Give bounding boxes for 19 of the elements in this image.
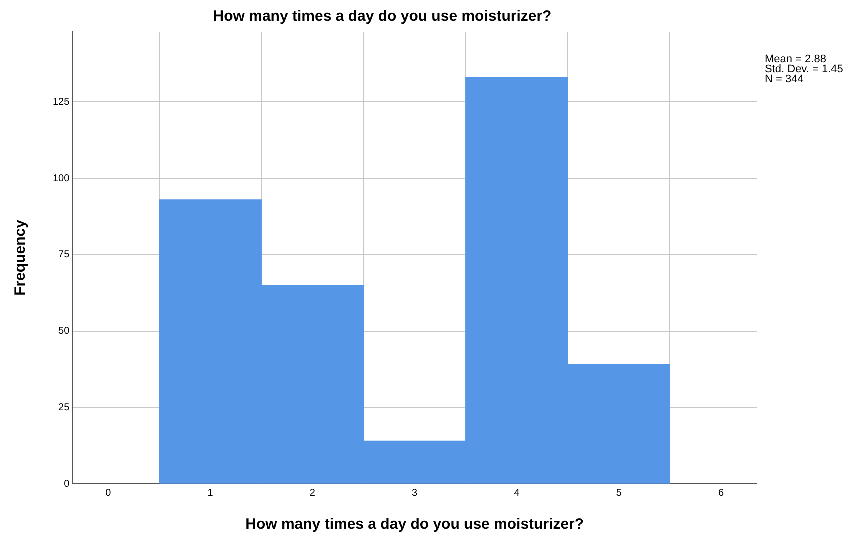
y-tick-label: 50 (58, 326, 70, 338)
x-tick-label: 2 (310, 488, 316, 499)
x-tick-label: 1 (208, 488, 214, 499)
text: Mean = 2.88 (765, 54, 826, 66)
chart-title: How many times a day do you use moisturizer? (213, 8, 552, 26)
x-axis-title: How many times a day do you use moisturizer? (246, 516, 584, 534)
y-tick-label: 25 (58, 402, 70, 414)
x-tick-label: 5 (616, 488, 622, 499)
y-tick-label: 75 (58, 250, 70, 261)
x-tick-label: 6 (718, 488, 724, 499)
y-axis-title: Frequency (12, 219, 30, 296)
x-tick-label: 4 (514, 488, 520, 499)
y-tick-label: 100 (52, 173, 70, 184)
text: N = 344 (765, 74, 804, 86)
x-tick-label: 0 (106, 488, 112, 499)
text: Std. Dev. = 1.45 (765, 64, 844, 76)
y-tick-label: 125 (52, 96, 70, 108)
y-tick-label: 0 (64, 478, 70, 490)
x-tick-label: 3 (412, 488, 418, 499)
